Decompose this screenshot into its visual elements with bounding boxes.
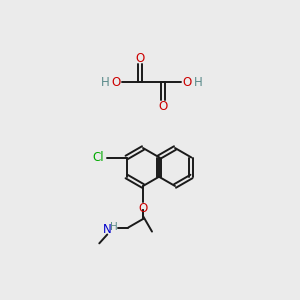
Text: H: H bbox=[100, 76, 109, 88]
Text: O: O bbox=[138, 202, 148, 214]
Text: N: N bbox=[103, 223, 112, 236]
Text: O: O bbox=[182, 76, 192, 88]
Text: O: O bbox=[135, 52, 145, 64]
Text: H: H bbox=[194, 76, 202, 88]
Text: H: H bbox=[110, 221, 118, 232]
Text: O: O bbox=[111, 76, 121, 88]
Text: O: O bbox=[158, 100, 168, 112]
Text: Cl: Cl bbox=[93, 151, 104, 164]
